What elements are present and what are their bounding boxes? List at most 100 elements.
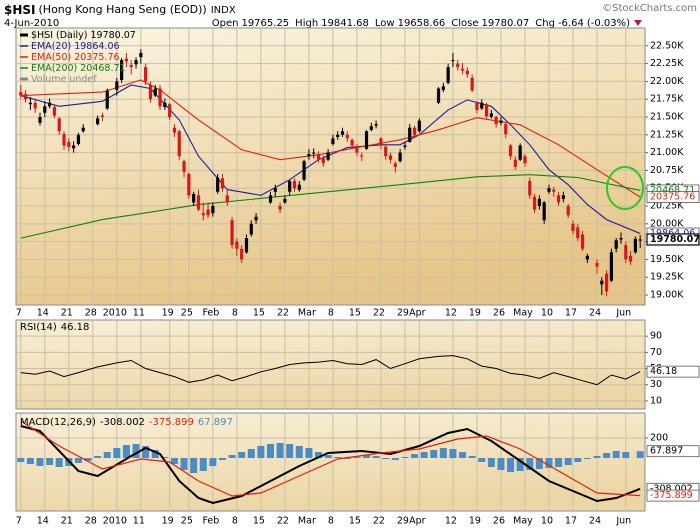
candle-body <box>547 188 551 192</box>
x-tick-label: 11 <box>133 308 145 319</box>
macd-line <box>20 420 641 497</box>
histogram-bar <box>545 458 553 468</box>
candle-body <box>134 60 138 65</box>
histogram-bar <box>497 458 505 470</box>
x-tick-label: 8 <box>328 516 334 527</box>
x-tick-label: 22 <box>277 308 289 319</box>
x-tick-label: 22 <box>373 308 385 319</box>
histogram-bar <box>603 453 611 458</box>
candle-body <box>331 138 335 145</box>
plot-area: 22.50K 22.25K 22.00K 21.75K 21.50K 21.25K 21.0… <box>15 27 684 527</box>
x-tick-label: Feb <box>202 516 219 527</box>
x-tick-label: 22 <box>373 516 385 527</box>
credit: ©StockCharts.com <box>602 3 697 14</box>
x-tick-label: 28 <box>85 308 97 319</box>
x-tick-label: 29 <box>397 308 409 319</box>
x-tick-label: Mar <box>298 308 316 319</box>
x-tick-label: 2010 <box>103 516 127 527</box>
candle-body <box>28 102 33 105</box>
candle-body <box>38 117 42 123</box>
histogram-bar <box>574 458 582 462</box>
histogram-bar <box>363 455 371 458</box>
candle-body <box>33 102 37 109</box>
legend-value: 19780.07 <box>91 30 136 41</box>
candle-body <box>566 206 570 216</box>
histogram-bar <box>84 458 92 461</box>
candle-body <box>249 223 253 235</box>
candle-body <box>302 161 306 180</box>
x-tick-label: 19 <box>469 516 481 527</box>
candle-body <box>508 145 513 157</box>
y-tick-label: 10 <box>650 395 662 406</box>
y-tick-label: 19.25K <box>650 272 684 283</box>
y-tick-label: 19.50K <box>650 254 684 265</box>
candle-body <box>451 60 455 62</box>
x-tick-label: 19 <box>162 516 174 527</box>
candle-body <box>585 255 589 260</box>
x-tick-label: 22 <box>277 516 289 527</box>
legend-name: EMA(20) <box>31 41 71 52</box>
header-title: $HSI (Hong Kong Hang Seng (EOD)) INDX <box>4 3 236 17</box>
x-tick-label: 15 <box>349 308 361 319</box>
histogram-bar <box>612 451 620 458</box>
x-tick-label: 17 <box>565 308 577 319</box>
candle-body <box>139 52 143 58</box>
histogram-bar <box>218 458 226 460</box>
x-tick-label: Jun <box>615 308 631 319</box>
x-tick-label: 17 <box>565 516 577 527</box>
histogram-bar <box>161 457 169 458</box>
x-tick-label: 25 <box>181 516 193 527</box>
x-tick-label: 19 <box>162 308 174 319</box>
candle-body <box>254 216 258 221</box>
candle-body <box>153 88 157 96</box>
histogram-bar <box>391 458 399 460</box>
histogram-bar <box>334 457 342 458</box>
x-tick-label: 14 <box>37 308 49 319</box>
histogram-bar <box>132 444 140 458</box>
candle-body <box>235 241 239 249</box>
histogram-bar <box>286 444 294 458</box>
histogram-bar <box>142 446 150 458</box>
candle-body <box>297 184 301 190</box>
candle-body <box>580 234 585 249</box>
candle-body <box>552 189 556 192</box>
quote-value: 19765.25 <box>241 18 289 29</box>
candle-body <box>374 124 378 126</box>
x-tick-label: 19 <box>469 308 481 319</box>
histogram-bar <box>535 458 543 469</box>
candle-body <box>489 113 493 118</box>
candle-body <box>321 158 325 164</box>
x-tick-label: 15 <box>349 516 361 527</box>
value-box <box>646 489 700 502</box>
candle-body <box>504 124 508 135</box>
y-tick-label: 22.50K <box>650 40 684 51</box>
down-arrow <box>634 20 642 26</box>
histogram-bar <box>151 450 159 458</box>
x-tick-label: May <box>513 516 533 527</box>
ema-line <box>20 174 641 239</box>
histogram-bar <box>122 445 130 458</box>
y-tick-label: 200 <box>650 433 668 444</box>
candle-body <box>163 102 167 108</box>
x-tick-label: 7 <box>16 516 22 527</box>
candle-body <box>105 90 109 109</box>
candle-body <box>182 161 186 172</box>
y-tick-label: 30 <box>650 379 662 390</box>
candle-body <box>148 84 153 100</box>
quote-value: 19658.66 <box>398 18 446 29</box>
candle-body <box>556 195 561 203</box>
histogram-bar <box>17 458 25 462</box>
candle-body <box>388 155 393 160</box>
histogram-bar <box>439 448 447 458</box>
candle-body <box>76 134 81 145</box>
y-tick-label: 21.00K <box>650 147 684 158</box>
histogram-bar <box>113 448 121 458</box>
y-tick-label: 20.00K <box>650 218 684 229</box>
candle-body <box>52 107 57 116</box>
histogram-bar <box>411 454 419 458</box>
x-tick-label: 11 <box>133 516 145 527</box>
legend-name: $HSI (Daily) <box>31 30 88 41</box>
histogram-bar <box>343 458 351 459</box>
x-tick-label: 15 <box>253 516 265 527</box>
y-tick-label: 22.25K <box>650 58 684 69</box>
